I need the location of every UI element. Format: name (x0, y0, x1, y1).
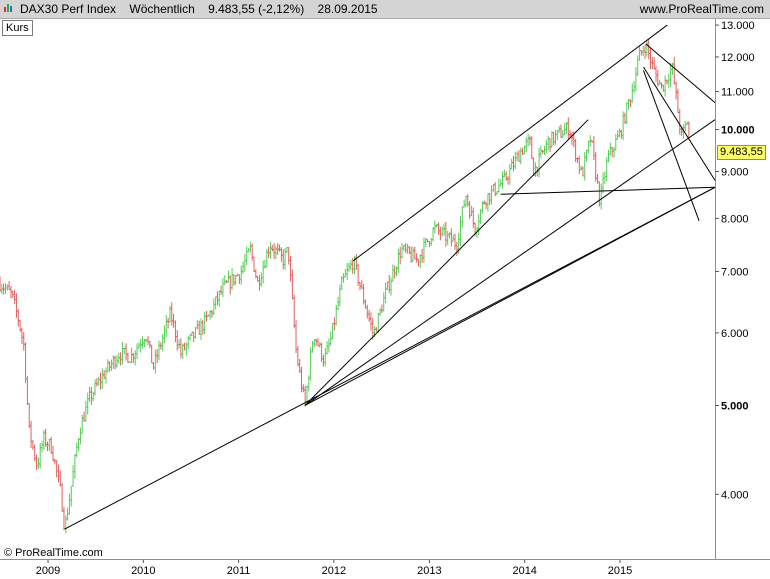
trend-line (645, 43, 716, 103)
y-tick-label: 13.000 (721, 20, 755, 32)
y-tick-label: 7.000 (721, 267, 749, 279)
chart-header: DAX30 Perf Index Wöchentlich 9.483,55 (-… (0, 0, 770, 19)
period-label: Wöchentlich (129, 2, 195, 16)
date-label: 28.09.2015 (317, 2, 378, 16)
x-tick-label: 2014 (512, 565, 536, 577)
x-tick-label: 2009 (36, 565, 60, 577)
x-tick-label: 2011 (227, 565, 251, 577)
trend-line (304, 186, 716, 406)
instrument-name: DAX30 Perf Index (20, 2, 117, 16)
y-tick-label: 11.000 (721, 87, 754, 99)
copyright-notice: © ProRealTime.com (4, 547, 103, 559)
y-tick-label: 4.000 (721, 489, 749, 501)
y-tick-label: 9.000 (721, 166, 749, 178)
trend-line (304, 119, 716, 406)
trend-line (64, 186, 716, 530)
quote-label: 9.483,55 (-2,12%) (208, 2, 305, 16)
y-tick-label: 6.000 (721, 328, 749, 340)
x-tick-label: 2012 (322, 565, 346, 577)
y-tick-label: 5.000 (721, 400, 749, 412)
x-tick-label: 2015 (608, 565, 632, 577)
website-link[interactable]: www.ProRealTime.com (639, 2, 764, 16)
trend-line (352, 24, 668, 262)
header-info: DAX30 Perf Index Wöchentlich 9.483,55 (-… (20, 2, 388, 16)
y-tick-label: 8.000 (721, 213, 749, 225)
last-price-badge: 9.483,55 (717, 145, 766, 160)
y-tick-label: 12.000 (721, 52, 755, 64)
trend-line (643, 70, 700, 222)
x-axis (0, 559, 770, 579)
trend-line (304, 119, 589, 406)
y-tick-label: 10.000 (721, 125, 755, 137)
trend-line (500, 186, 716, 195)
plot-area[interactable] (0, 19, 716, 559)
trend-line (643, 66, 716, 181)
bar-chart-icon (4, 4, 12, 12)
x-tick-label: 2010 (131, 565, 155, 577)
panel-tag[interactable]: Kurs (2, 20, 33, 36)
x-tick-label: 2013 (417, 565, 441, 577)
